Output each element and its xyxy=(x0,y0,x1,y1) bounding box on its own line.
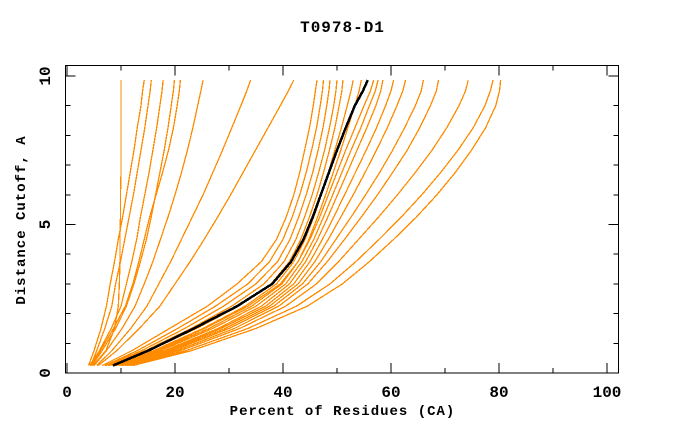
x-tick-label: 0 xyxy=(62,384,72,402)
curve-model-23 xyxy=(126,80,440,367)
curve-model-10 xyxy=(101,80,318,367)
curve-model-11 xyxy=(104,80,325,367)
y-tick-label: 5 xyxy=(37,220,55,230)
curve-model-02 xyxy=(87,80,145,366)
curve-model-24 xyxy=(128,79,469,367)
x-tick-label: 100 xyxy=(593,384,622,402)
curve-model-18 xyxy=(117,79,379,367)
curve-model-03 xyxy=(90,80,152,366)
x-tick-label: 60 xyxy=(381,384,400,402)
curve-model-04 xyxy=(89,80,164,366)
chart-title: T0978-D1 xyxy=(300,19,385,37)
x-tick-label: 80 xyxy=(489,384,508,402)
curve-model-07 xyxy=(93,80,204,366)
x-tick-label: 20 xyxy=(165,384,184,402)
curve-model-09 xyxy=(97,79,295,367)
curve-model-21 xyxy=(122,79,407,367)
y-tick-label: 10 xyxy=(37,66,55,85)
x-axis-label: Percent of Residues (CA) xyxy=(229,404,456,420)
curve-model-22 xyxy=(124,80,425,367)
curve-model-06 xyxy=(90,80,182,366)
plot-frame xyxy=(65,65,619,374)
y-tick-label: 0 xyxy=(37,368,55,378)
curve-model-12 xyxy=(105,80,331,367)
curve-model-08 xyxy=(96,79,252,367)
curve-model-20 xyxy=(120,79,395,367)
curve-model-13 xyxy=(107,80,338,367)
curve-model-05 xyxy=(91,80,176,366)
curve-reference-model xyxy=(112,79,369,367)
x-tick-label: 40 xyxy=(273,384,292,402)
curve-model-26 xyxy=(132,80,502,367)
curve-model-25 xyxy=(130,79,494,367)
y-axis-label: Distance Cutoff, A xyxy=(14,135,30,305)
curve-model-17 xyxy=(115,79,375,367)
curve-model-19 xyxy=(118,80,384,367)
curve-model-01 xyxy=(92,80,122,367)
